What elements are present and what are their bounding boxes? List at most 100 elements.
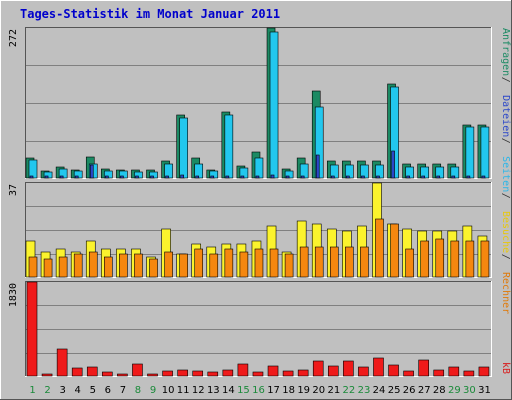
- bar-hosts: [73, 253, 83, 278]
- bar-hosts: [390, 223, 399, 278]
- chart-title: Tages-Statistik im Monat Januar 2011: [20, 7, 280, 21]
- bar-hosts: [194, 248, 204, 278]
- x-tick-label: 3: [59, 385, 65, 396]
- bar-files: [179, 117, 188, 179]
- bar-pages: [135, 175, 139, 179]
- bar-pages: [120, 175, 124, 179]
- bar-hosts: [104, 256, 113, 278]
- legend-label: /: [500, 254, 511, 260]
- bar-kb: [56, 348, 68, 377]
- bar-files: [254, 157, 264, 179]
- x-tick-label: 23: [358, 385, 371, 396]
- bar-files: [224, 114, 234, 179]
- bar-pages: [105, 175, 109, 179]
- x-tick-label: 12: [192, 385, 205, 396]
- x-tick-label: 17: [267, 385, 280, 396]
- bar-pages: [376, 175, 380, 179]
- bar-pages: [195, 175, 200, 179]
- x-tick-label: 7: [120, 385, 126, 396]
- x-tick-label: 16: [252, 385, 265, 396]
- bar-kb: [207, 371, 219, 377]
- bar-kb: [388, 364, 399, 377]
- bar-kb: [327, 365, 339, 377]
- x-tick-label: 14: [222, 385, 235, 396]
- x-tick-label: 4: [75, 385, 81, 396]
- bar-hosts: [420, 240, 429, 278]
- bar-pages: [285, 175, 290, 179]
- bar-kb: [86, 366, 98, 377]
- bar-hosts: [164, 251, 173, 278]
- bar-pages: [74, 175, 79, 179]
- bar-files: [28, 159, 38, 179]
- x-tick-label: 31: [478, 385, 491, 396]
- bar-kb: [312, 360, 324, 377]
- bar-pages: [150, 175, 154, 179]
- bar-pages: [240, 175, 245, 179]
- bar-hosts: [480, 240, 490, 278]
- legend-label: /: [500, 138, 511, 144]
- bar-pages: [406, 175, 410, 179]
- x-tick-label: 27: [418, 385, 431, 396]
- bar-pages: [59, 175, 64, 179]
- axis-max-label-middle: 37: [8, 184, 19, 196]
- bar-kb: [71, 367, 83, 377]
- x-tick-label: 15: [237, 385, 250, 396]
- bar-pages: [421, 175, 425, 179]
- bar-kb: [177, 369, 188, 377]
- bar-kb: [463, 370, 475, 377]
- bar-hosts: [284, 253, 294, 278]
- bar-hosts: [239, 251, 249, 278]
- x-tick-label: 24: [373, 385, 386, 396]
- bar-pages: [481, 175, 486, 179]
- bar-hosts: [58, 256, 68, 278]
- bar-kb: [403, 370, 414, 377]
- bar-hosts: [329, 246, 339, 278]
- bar-pages: [330, 175, 335, 179]
- x-tick-label: 5: [90, 385, 96, 396]
- x-tick-label: 28: [433, 385, 446, 396]
- bar-pages: [165, 175, 169, 179]
- bar-pages: [29, 175, 34, 179]
- bar-hosts: [314, 246, 324, 278]
- axis-max-label-top: 272: [8, 29, 19, 47]
- bar-kb: [448, 366, 460, 377]
- legend-label: /: [500, 193, 511, 199]
- x-tick-label: 8: [135, 385, 141, 396]
- bar-pages: [361, 175, 365, 179]
- bar-hosts: [299, 246, 309, 278]
- x-tick-label: 22: [343, 385, 356, 396]
- legend-label: Dateien: [500, 95, 511, 137]
- bar-kb: [222, 369, 234, 377]
- bar-hosts: [465, 240, 475, 278]
- bar-hosts: [254, 248, 264, 278]
- bar-hosts: [179, 253, 188, 278]
- bar-pages: [466, 175, 471, 179]
- bar-hosts: [43, 258, 53, 278]
- bar-kb: [117, 373, 128, 377]
- bar-hosts: [119, 253, 128, 278]
- bar-hosts: [209, 253, 219, 278]
- bar-kb: [26, 281, 38, 377]
- bar-pages: [89, 164, 94, 179]
- x-tick-label: 30: [463, 385, 476, 396]
- legend-label: /: [500, 77, 511, 83]
- bar-kb: [297, 369, 309, 377]
- x-tick-label: 11: [177, 385, 190, 396]
- bar-kb: [132, 363, 143, 377]
- bar-pages: [300, 175, 305, 179]
- bar-kb: [282, 370, 294, 377]
- bar-hosts: [435, 238, 445, 278]
- bar-pages: [180, 174, 184, 179]
- bar-kb: [358, 366, 369, 377]
- legend-label: Seiten: [500, 156, 511, 192]
- axis-max-label-bottom: 1830: [8, 283, 19, 307]
- bar-kb: [147, 373, 158, 377]
- legend-label: Anfragen: [500, 28, 511, 76]
- x-tick-label: 18: [282, 385, 295, 396]
- x-tick-label: 9: [150, 385, 156, 396]
- bar-pages: [270, 174, 275, 179]
- bar-hosts: [224, 248, 234, 278]
- bar-pages: [315, 154, 320, 179]
- x-tick-label: 6: [105, 385, 111, 396]
